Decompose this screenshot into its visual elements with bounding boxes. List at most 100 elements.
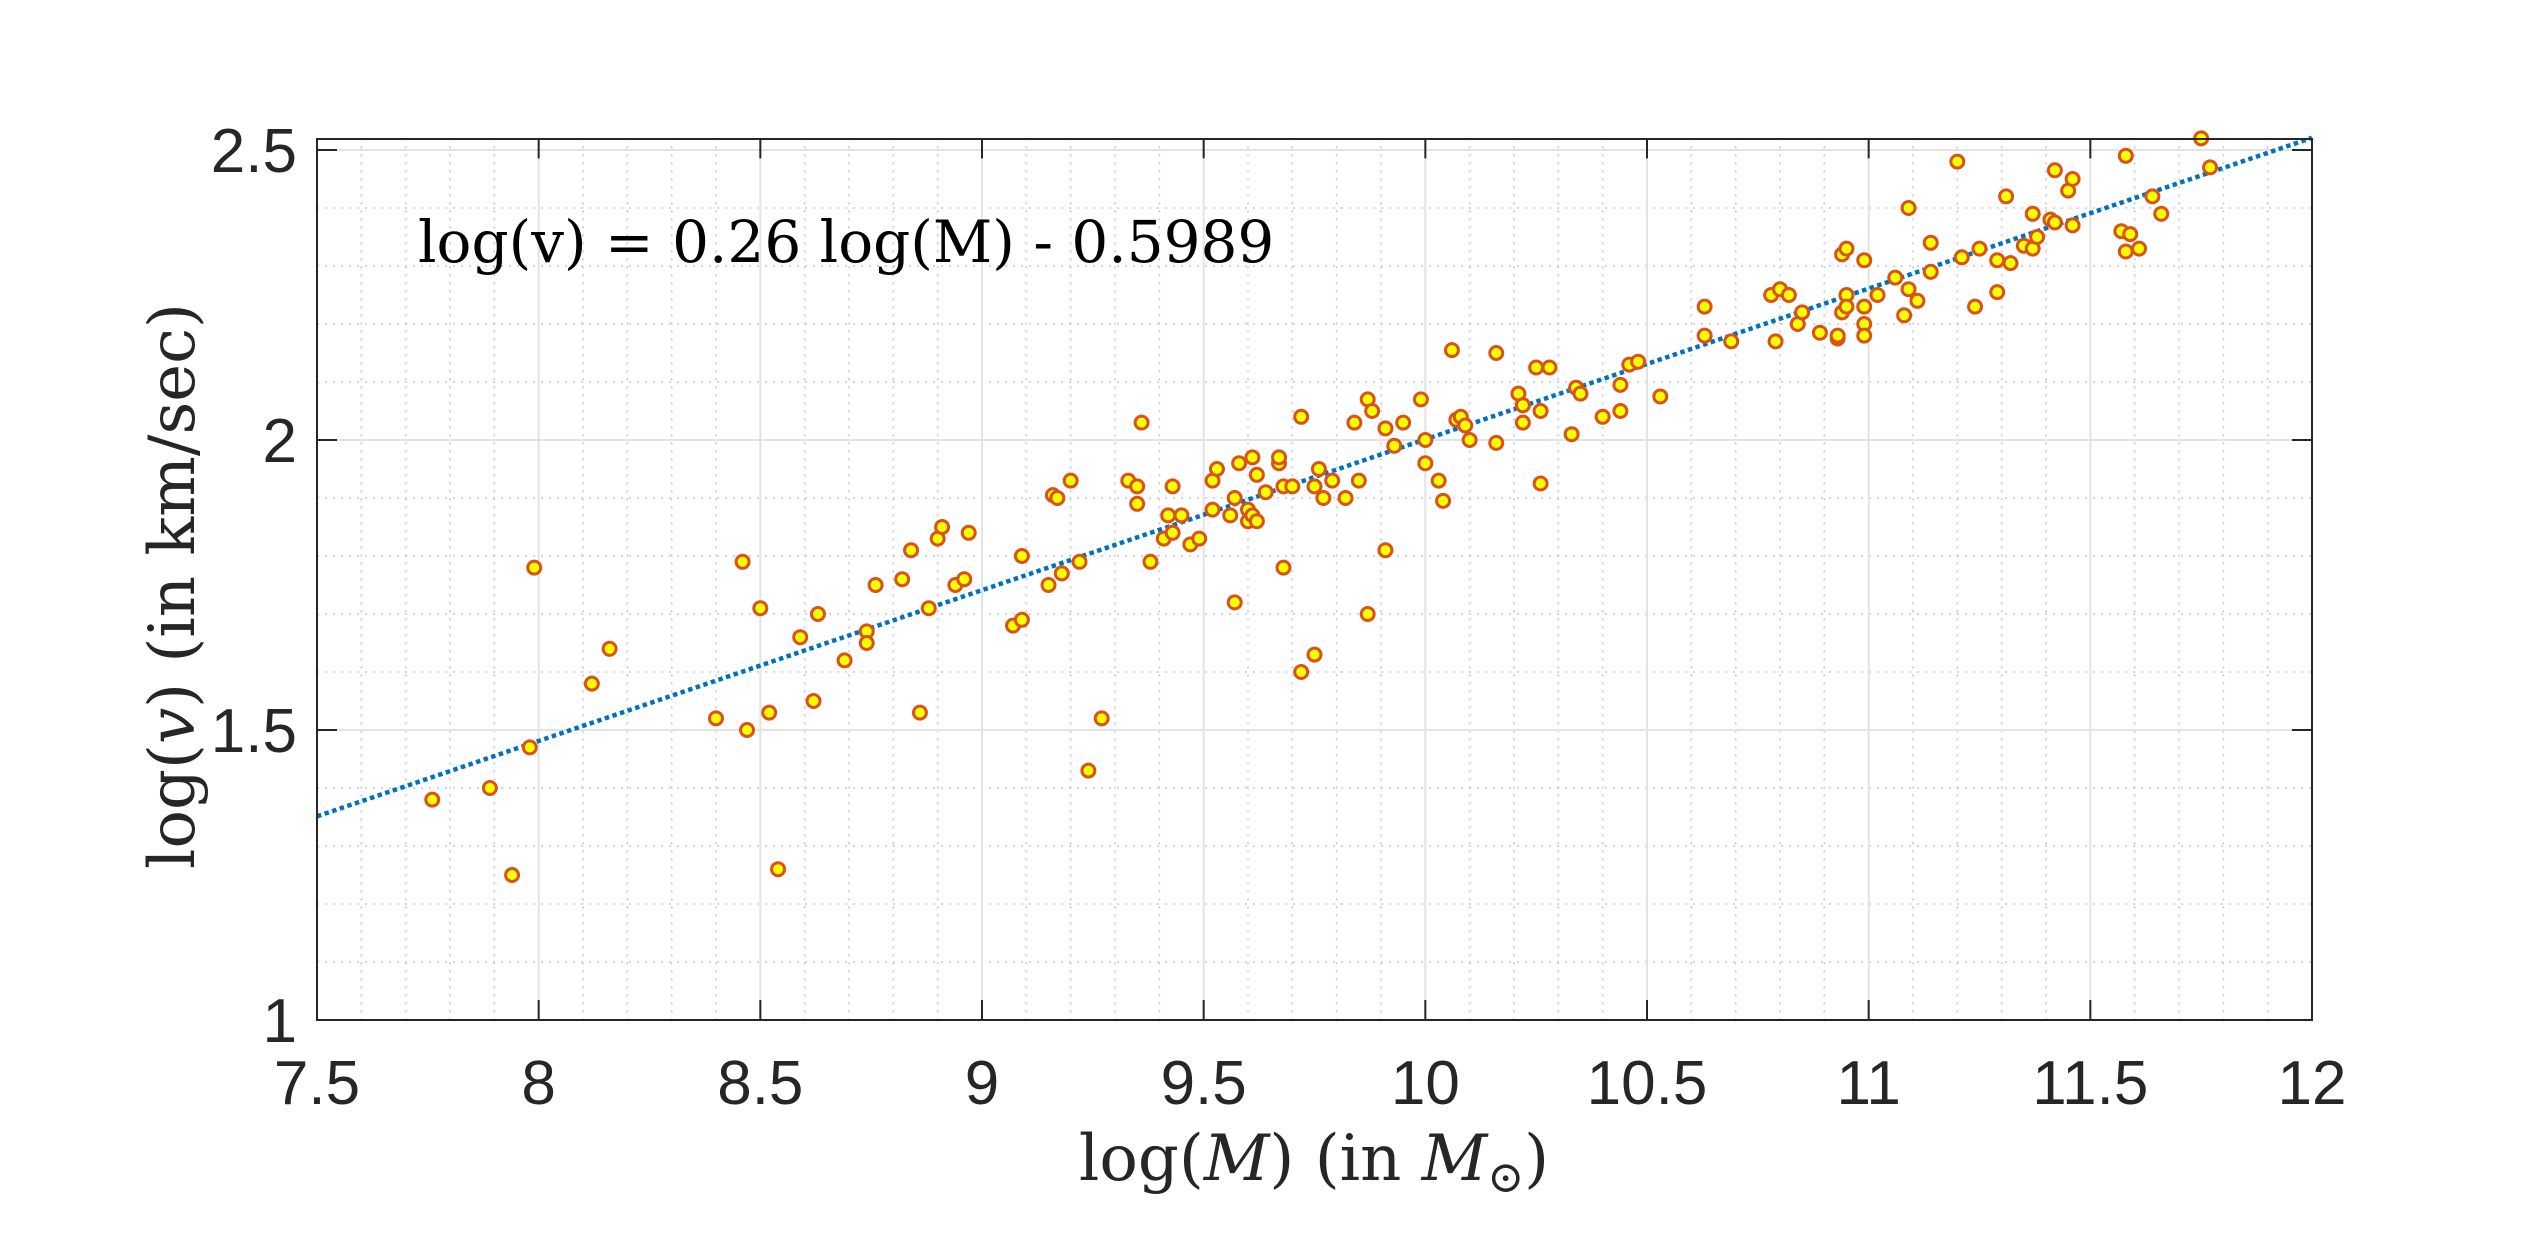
data-point — [1395, 414, 1412, 431]
x-tick-label: 9.5 — [1161, 1049, 1247, 1118]
data-point — [1989, 252, 2006, 269]
y-tick-labels: 1 1.5 2 2.5 — [211, 117, 297, 1056]
data-point — [894, 571, 911, 588]
data-point — [1528, 359, 1545, 376]
x-title-pre: log( — [1079, 1122, 1204, 1196]
x-title-sun-symbol: ⊙ — [1487, 1152, 1524, 1203]
y-title-var: v — [136, 708, 210, 744]
data-point — [1443, 342, 1460, 359]
data-point — [1324, 472, 1341, 489]
data-point — [1953, 249, 1970, 266]
data-point — [1612, 403, 1629, 419]
data-point — [521, 739, 538, 756]
data-point — [1160, 507, 1177, 524]
data-point — [2046, 162, 2063, 179]
data-point — [1488, 434, 1505, 451]
data-point — [708, 710, 724, 727]
data-point — [424, 791, 441, 808]
x-tick-label: 8.5 — [717, 1049, 803, 1118]
y-tick-label: 2 — [263, 407, 297, 476]
data-point — [1652, 388, 1669, 405]
data-point — [1133, 414, 1150, 431]
data-point — [934, 519, 951, 535]
data-point — [1989, 284, 2006, 301]
data-point — [1563, 426, 1580, 443]
data-point — [601, 640, 618, 657]
data-point — [858, 635, 875, 651]
data-point — [805, 693, 822, 709]
data-point — [960, 524, 977, 541]
data-point — [1164, 478, 1181, 495]
data-point — [1306, 478, 1323, 495]
data-point — [1310, 461, 1327, 477]
data-point — [1572, 385, 1589, 402]
data-point — [1971, 240, 1988, 257]
fit-equation-annotation: log(v) = 0.26 log(M) - 0.5989 — [418, 208, 1274, 276]
x-title-post: ) — [1524, 1122, 1549, 1196]
data-point — [1794, 304, 1811, 321]
data-point — [1164, 524, 1181, 541]
data-point — [1222, 507, 1239, 524]
y-tick-label: 1.5 — [211, 697, 297, 766]
data-point — [1359, 606, 1376, 622]
data-point — [1900, 281, 1917, 298]
data-point — [1457, 417, 1474, 434]
data-point — [1191, 530, 1208, 547]
data-point — [1306, 646, 1323, 663]
data-point — [1514, 397, 1531, 414]
data-point — [1275, 559, 1292, 576]
data-point — [2122, 226, 2139, 243]
data-point — [1049, 490, 1066, 506]
y-axis-title: log(v) (in km/sec) — [136, 303, 210, 869]
x-tick-label: 11 — [1836, 1049, 1900, 1118]
x-tick-label: 9 — [965, 1049, 999, 1118]
data-point — [1080, 762, 1097, 779]
data-point — [1013, 548, 1030, 564]
x-tick-label: 8 — [521, 1049, 555, 1118]
data-point — [1248, 466, 1265, 483]
x-tick-label: 12 — [2278, 1049, 2347, 1118]
data-point — [1811, 324, 1828, 341]
data-point — [1129, 478, 1146, 495]
data-point — [1922, 263, 1939, 280]
data-point — [1040, 577, 1057, 593]
data-point — [2064, 217, 2081, 234]
data-point — [903, 542, 920, 559]
data-point — [1488, 345, 1505, 361]
x-title-mid: ) (in — [1269, 1122, 1421, 1196]
axis-ticks — [316, 138, 2313, 1021]
data-point — [1900, 200, 1917, 216]
minor-grid — [317, 138, 2312, 1020]
y-title-post: ) (in km/sec) — [136, 303, 210, 708]
data-point — [1412, 391, 1429, 408]
data-points — [424, 130, 2219, 883]
data-point — [1284, 478, 1301, 495]
data-point — [2153, 205, 2170, 222]
data-point — [956, 571, 973, 588]
data-point — [1377, 542, 1394, 559]
x-tick-label: 10.5 — [1587, 1049, 1708, 1118]
data-point — [1856, 252, 1873, 269]
data-point — [2024, 205, 2041, 222]
data-point — [1896, 307, 1913, 324]
data-point — [1093, 710, 1110, 727]
data-point — [1612, 376, 1629, 393]
data-point — [1967, 298, 1984, 315]
data-point — [1887, 269, 1904, 286]
data-point — [1226, 490, 1243, 506]
data-point — [1271, 449, 1288, 466]
x-tick-label: 10 — [1391, 1049, 1460, 1118]
data-point — [1364, 403, 1381, 419]
data-point — [2064, 171, 2081, 187]
data-point — [739, 722, 756, 738]
data-point — [504, 867, 521, 883]
data-point — [1594, 408, 1611, 425]
x-tick-labels: 7.5 8 8.5 9 9.5 10 10.5 11 11.5 12 — [274, 1049, 2347, 1118]
data-point — [1696, 327, 1713, 344]
data-point — [836, 652, 853, 669]
data-point — [1417, 455, 1434, 472]
data-point — [1856, 327, 1873, 344]
data-point — [1869, 287, 1886, 303]
data-point — [1998, 188, 2015, 205]
